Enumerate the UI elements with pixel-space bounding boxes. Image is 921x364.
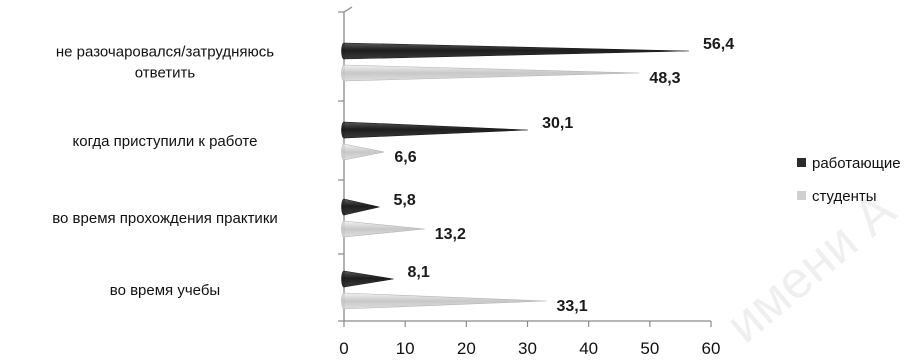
x-tick-label: 40 [579,339,598,358]
data-label: 33,1 [556,298,587,315]
bars [341,42,689,310]
x-tick-label: 0 [339,339,348,358]
data-label: 5,8 [393,192,415,209]
y-axis-top-cap [343,6,353,13]
category-label: во время учебы [110,282,220,299]
bar [343,270,394,288]
legend-swatch [797,191,806,200]
bar [343,220,425,238]
data-label: 13,2 [435,226,466,243]
watermark-text: имени А [715,181,906,355]
category-label: ответить [135,65,196,82]
bar [343,198,380,216]
category-label: не разочаровался/затрудняюсь [56,44,274,61]
data-label: 56,4 [703,36,734,53]
x-tick-label: 20 [457,339,476,358]
legend-label: студенты [812,188,877,205]
data-label: 30,1 [542,115,573,132]
bar [343,292,547,310]
legend-swatch [797,158,806,167]
data-label: 6,6 [394,149,416,166]
category-label: когда приступили к работе [73,133,258,150]
bar [343,64,640,82]
legend-label: работающие [812,155,901,172]
x-tick-label: 50 [640,339,659,358]
axes: 0 10 20 30 40 50 60 [338,6,721,358]
category-label: во время прохождения практики [52,210,278,227]
data-label: 48,3 [649,70,680,87]
bar [343,42,689,60]
labels: не разочаровался/затрудняюсь ответить когд… [52,36,734,315]
x-tick-label: 30 [518,339,537,358]
x-tick-label: 60 [702,339,721,358]
data-label: 8,1 [408,264,430,281]
x-tick-label: 10 [396,339,415,358]
bar [343,143,385,161]
bar [343,121,529,139]
legend: работающие студенты [797,155,901,205]
